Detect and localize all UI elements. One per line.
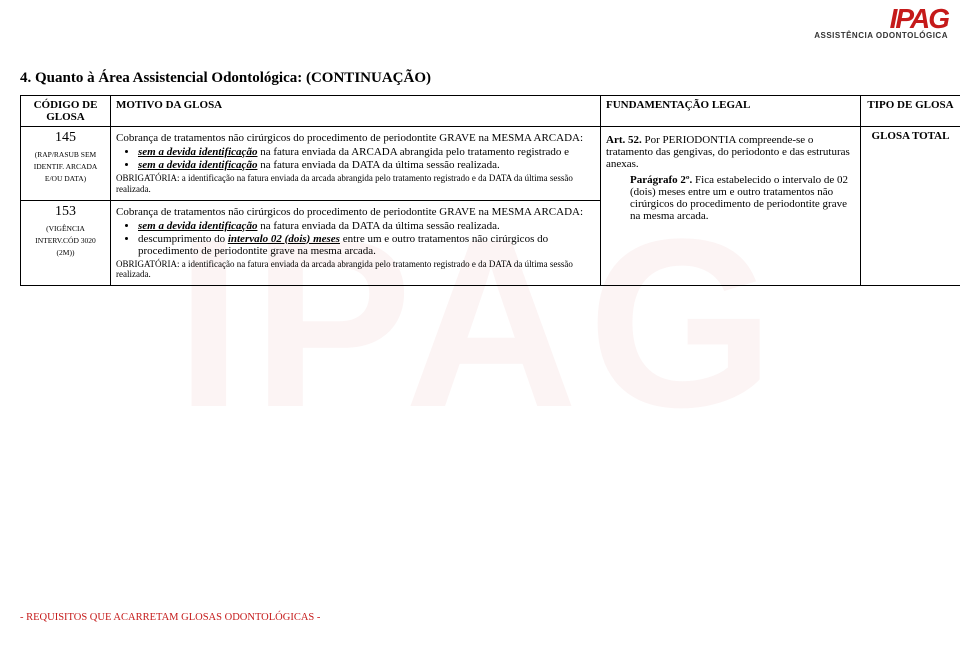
bullet-text: descumprimento do [138,233,228,245]
bullet-item: sem a devida identificação na fatura env… [138,159,595,171]
motivo-cell-145: Cobrança de tratamentos não cirúrgicos d… [111,127,601,201]
page-content: 4. Quanto à Área Assistencial Odontológi… [0,0,960,286]
logo-name: IPAG [814,6,948,31]
table-row: 145 (RAP/RASUB SEM IDENTIF. ARCADA E/OU … [21,127,960,201]
logo-subtitle: ASSISTÊNCIA ODONTOLÓGICA [814,31,948,40]
codigo-cell-153: 153 (VIGÊNCIA INTERV.CÓD 3020 (2M)) [21,200,111,286]
header-tipo: TIPO DE GLOSA [861,96,960,127]
bullet-item: descumprimento do intervalo 02 (dois) me… [138,233,595,257]
codigo-sub: (VIGÊNCIA INTERV.CÓD 3020 (2M)) [35,224,96,257]
fund-art-text: Por PERIODONTIA compreende-se o tratamen… [606,134,850,170]
header-codigo: CÓDIGO DE GLOSA [21,96,111,127]
bullet-text: na fatura enviada da DATA da última sess… [257,159,499,171]
fund-art-label: Art. 52. [606,134,642,146]
codigo-sub: (RAP/RASUB SEM IDENTIF. ARCADA E/OU DATA… [34,150,98,183]
bullet-emph: sem a devida identificação [138,220,257,232]
bullet-list: sem a devida identificação na fatura env… [138,146,595,171]
codigo-num: 145 [26,130,105,146]
codigo-num: 153 [26,204,105,220]
motivo-intro: Cobrança de tratamentos não cirúrgicos d… [116,206,595,218]
obrigatoria-note: OBRIGATÓRIA: a identificação na fatura e… [116,259,595,281]
header-motivo: MOTIVO DA GLOSA [111,96,601,127]
bullet-text: na fatura enviada da ARCADA abrangida pe… [257,146,569,158]
fund-paragrafo: Parágrafo 2º. Fica estabelecido o interv… [630,174,855,222]
obrigatoria-note: OBRIGATÓRIA: a identificação na fatura e… [116,173,595,195]
header-fund: FUNDAMENTAÇÃO LEGAL [601,96,861,127]
motivo-cell-153: Cobrança de tratamentos não cirúrgicos d… [111,200,601,286]
bullet-list: sem a devida identificação na fatura env… [138,220,595,257]
section-title: 4. Quanto à Área Assistencial Odontológi… [20,70,940,87]
codigo-cell-145: 145 (RAP/RASUB SEM IDENTIF. ARCADA E/OU … [21,127,111,201]
bullet-item: sem a devida identificação na fatura env… [138,146,595,158]
bullet-emph: sem a devida identificação [138,159,257,171]
tipo-cell: GLOSA TOTAL [861,127,960,286]
bullet-emph: sem a devida identificação [138,146,257,158]
logo-block: IPAG ASSISTÊNCIA ODONTOLÓGICA [814,6,948,40]
table-header-row: CÓDIGO DE GLOSA MOTIVO DA GLOSA FUNDAMEN… [21,96,960,127]
glosa-table: CÓDIGO DE GLOSA MOTIVO DA GLOSA FUNDAMEN… [20,95,960,286]
bullet-item: sem a devida identificação na fatura env… [138,220,595,232]
motivo-intro: Cobrança de tratamentos não cirúrgicos d… [116,132,595,144]
bullet-text: na fatura enviada da DATA da última sess… [257,220,499,232]
fund-cell: Art. 52. Por PERIODONTIA compreende-se o… [601,127,861,286]
fund-art: Art. 52. Por PERIODONTIA compreende-se o… [606,134,855,170]
fund-par-label: Parágrafo 2º. [630,174,692,186]
page-footer: - REQUISITOS QUE ACARRETAM GLOSAS ODONTO… [20,612,320,623]
bullet-emph: intervalo 02 (dois) meses [228,233,340,245]
